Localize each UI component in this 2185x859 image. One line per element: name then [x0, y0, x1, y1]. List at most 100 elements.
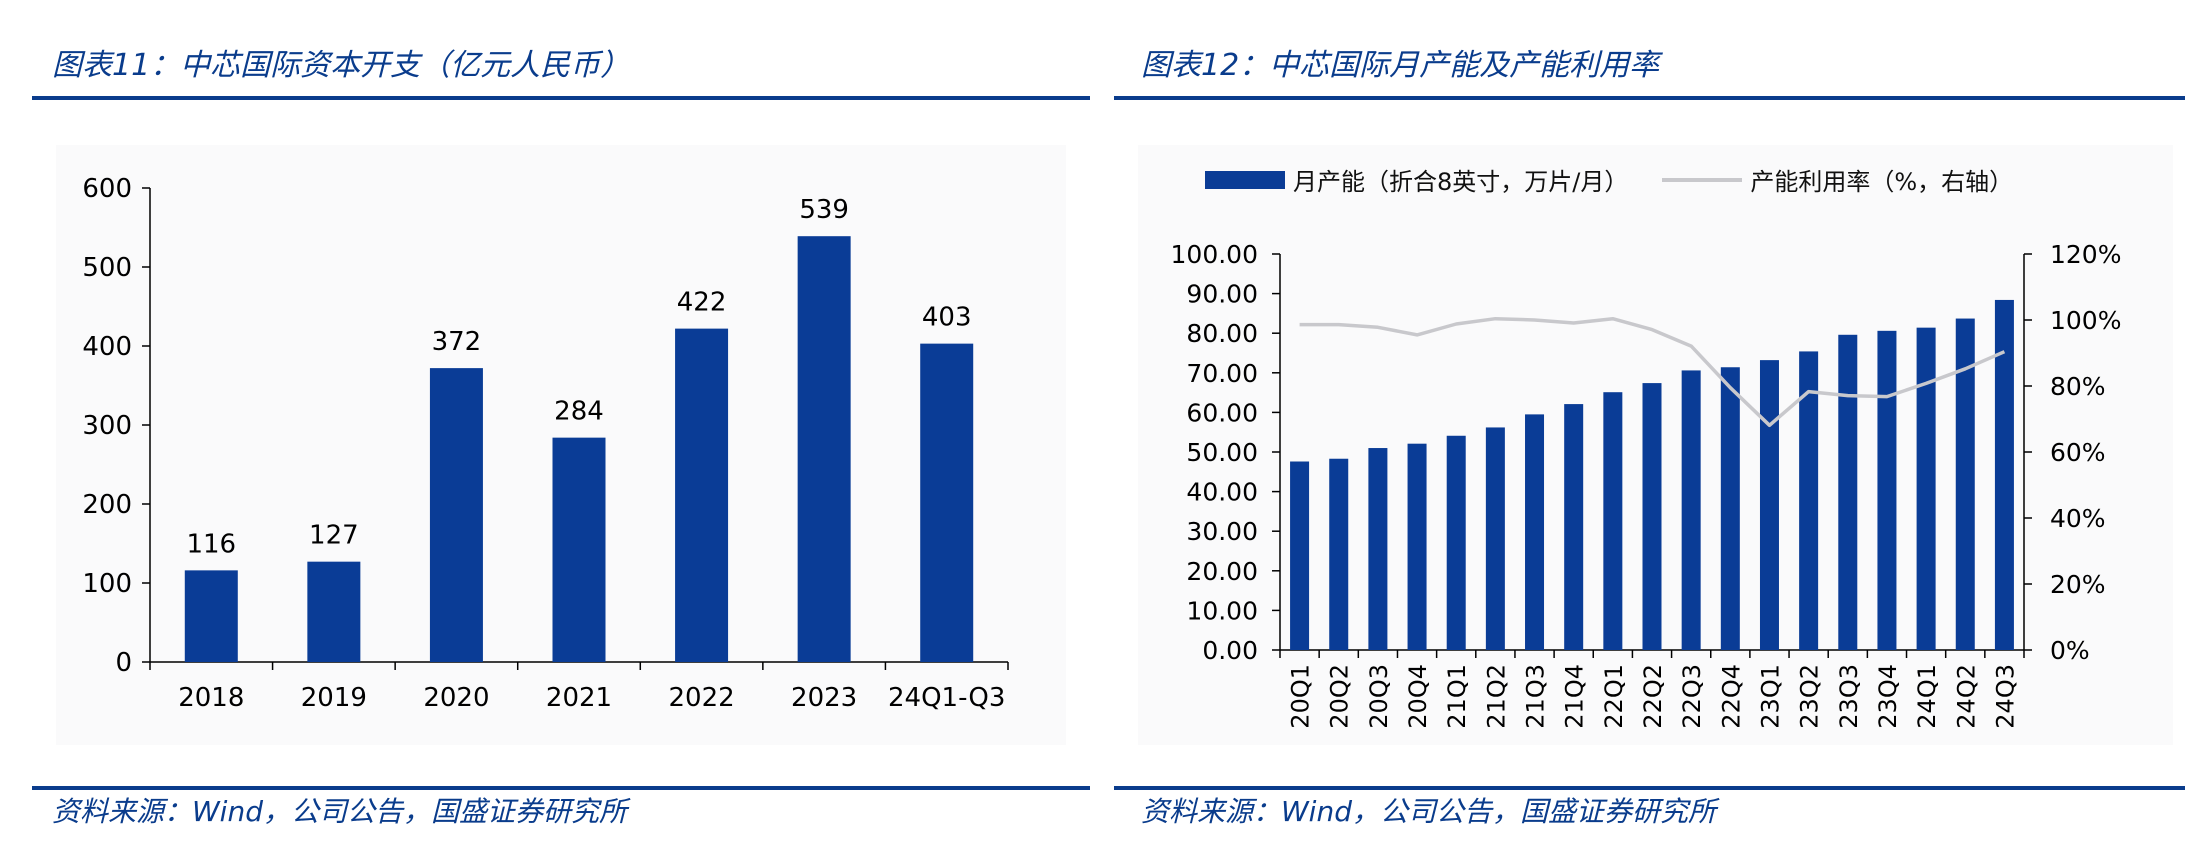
capacity-bar: [1446, 435, 1466, 650]
bar-data-label: 372: [432, 327, 482, 357]
left-y-tick-label: 90.00: [1186, 280, 1258, 309]
bar-data-label: 116: [186, 529, 236, 559]
x-tick-label: 23Q4: [1874, 664, 1902, 729]
left-y-tick-label: 80.00: [1186, 319, 1258, 348]
x-tick-label: 2022: [668, 683, 734, 713]
top-rule: [1114, 96, 2185, 100]
bar-data-label: 539: [799, 195, 849, 225]
x-tick-label: 23Q2: [1796, 664, 1824, 729]
y-tick-label: 600: [82, 174, 132, 204]
x-tick-label: 24Q1: [1913, 664, 1941, 729]
capacity-bar: [1994, 299, 2014, 650]
capacity-bar: [1407, 443, 1427, 650]
capex-bar: [429, 368, 483, 662]
legend-line-swatch: [1662, 177, 1743, 182]
capex-source-note: 资料来源：Wind，公司公告，国盛证券研究所: [52, 795, 627, 828]
x-tick-label: 21Q3: [1522, 664, 1550, 729]
legend-capacity-label: 月产能（折合8英寸，万片/月）: [1293, 168, 1629, 196]
left-y-tick-label: 0.00: [1202, 636, 1258, 665]
capex-panel: 图表11：中芯国际资本开支（亿元人民币） 0 100 200 300 400 500 600…: [0, 0, 1090, 859]
capacity-bar: [1368, 448, 1388, 650]
right-y-tick-label: 0%: [2050, 636, 2090, 665]
y-tick-label: 200: [82, 490, 132, 520]
x-tick-label: 20Q3: [1365, 664, 1393, 729]
x-tick-label: 22Q2: [1639, 664, 1667, 729]
y-tick-label: 0: [115, 648, 132, 678]
capex-bar: [184, 570, 238, 662]
x-tick-label: 21Q2: [1482, 664, 1510, 729]
x-tick-label: 22Q4: [1717, 664, 1745, 729]
x-tick-label: 20Q1: [1287, 664, 1315, 729]
legend-utilization-label: 产能利用率（%，右轴）: [1750, 168, 2014, 196]
capacity-panel: 图表12：中芯国际月产能及产能利用率 月产能（折合8英寸，万片/月） 产能利用率…: [1112, 0, 2185, 859]
left-y-tick-label: 30.00: [1186, 517, 1258, 546]
capex-bar: [797, 236, 851, 662]
bottom-rule: [32, 786, 1090, 790]
y-tick-label: 400: [82, 332, 132, 362]
capacity-bar: [1681, 370, 1701, 650]
capex-bar: [675, 328, 729, 662]
capacity-bar: [1525, 414, 1545, 650]
x-tick-label: 20Q4: [1404, 664, 1432, 729]
legend-bar-swatch: [1205, 170, 1285, 189]
bar-data-label: 284: [554, 397, 604, 427]
top-rule: [32, 96, 1090, 100]
x-tick-label: 24Q3: [1991, 664, 2019, 729]
x-tick-label: 21Q4: [1561, 664, 1589, 729]
x-tick-label: 20Q2: [1326, 664, 1354, 729]
capacity-bar: [1877, 330, 1897, 650]
capacity-combo-chart: 0.00 10.00 20.00 30.00 40.00 50.00 60.00 70.00 8…: [1171, 240, 2122, 729]
capacity-bar: [1916, 327, 1936, 650]
capex-bar: [920, 343, 974, 662]
x-tick-label: 2018: [178, 683, 244, 713]
y-tick-label: 100: [82, 569, 132, 599]
right-y-tick-label: 120%: [2050, 240, 2121, 269]
capacity-legend: 月产能（折合8英寸，万片/月） 产能利用率（%，右轴）: [1205, 162, 2013, 197]
left-y-tick-label: 100.00: [1171, 240, 1258, 269]
left-y-tick-label: 40.00: [1186, 478, 1258, 507]
y-tick-label: 500: [82, 253, 132, 283]
capacity-bar: [1329, 458, 1349, 650]
y-tick-label: 300: [82, 411, 132, 441]
right-y-tick-label: 60%: [2050, 438, 2106, 467]
left-y-tick-label: 10.00: [1186, 596, 1258, 625]
right-y-tick-label: 20%: [2050, 570, 2106, 599]
bar-data-label: 422: [677, 288, 727, 318]
utilization-line: [1299, 316, 2006, 428]
x-tick-label: 2021: [546, 683, 612, 713]
capacity-bar: [1759, 360, 1779, 650]
x-tick-label: 23Q1: [1756, 664, 1784, 729]
capacity-bar: [1720, 367, 1740, 650]
x-tick-label: 21Q1: [1443, 664, 1471, 729]
capex-figure-title: 图表11：中芯国际资本开支（亿元人民币）: [52, 48, 631, 83]
right-y-tick-label: 40%: [2050, 504, 2106, 533]
capacity-bar: [1485, 427, 1505, 650]
capacity-bar: [1838, 334, 1858, 650]
x-tick-label: 24Q2: [1952, 664, 1980, 729]
capacity-bar: [1564, 404, 1584, 650]
right-y-tick-label: 100%: [2050, 306, 2121, 335]
x-tick-label: 22Q3: [1678, 664, 1706, 729]
left-y-tick-label: 60.00: [1186, 398, 1258, 427]
capex-bar: [307, 561, 361, 662]
bar-data-label: 403: [922, 303, 972, 333]
x-tick-label: 2020: [423, 683, 489, 713]
x-tick-label: 2019: [301, 683, 367, 713]
capacity-bar: [1603, 392, 1623, 650]
capacity-source-note: 资料来源：Wind，公司公告，国盛证券研究所: [1141, 795, 1716, 828]
capacity-bar: [1642, 383, 1662, 650]
bar-data-label: 127: [309, 521, 359, 551]
x-tick-label: 23Q3: [1835, 664, 1863, 729]
left-y-tick-label: 50.00: [1186, 438, 1258, 467]
x-tick-label: 22Q1: [1600, 664, 1628, 729]
right-y-tick-label: 80%: [2050, 372, 2106, 401]
capacity-bar: [1799, 351, 1819, 650]
left-y-tick-label: 70.00: [1186, 359, 1258, 388]
x-tick-label: 24Q1-Q3: [888, 683, 1005, 713]
left-y-tick-label: 20.00: [1186, 557, 1258, 586]
capacity-bar: [1955, 318, 1975, 650]
capex-bar: [552, 437, 606, 662]
capacity-bar: [1290, 461, 1310, 650]
capacity-figure-title: 图表12：中芯国际月产能及产能利用率: [1141, 48, 1660, 83]
bottom-rule: [1114, 786, 2185, 790]
